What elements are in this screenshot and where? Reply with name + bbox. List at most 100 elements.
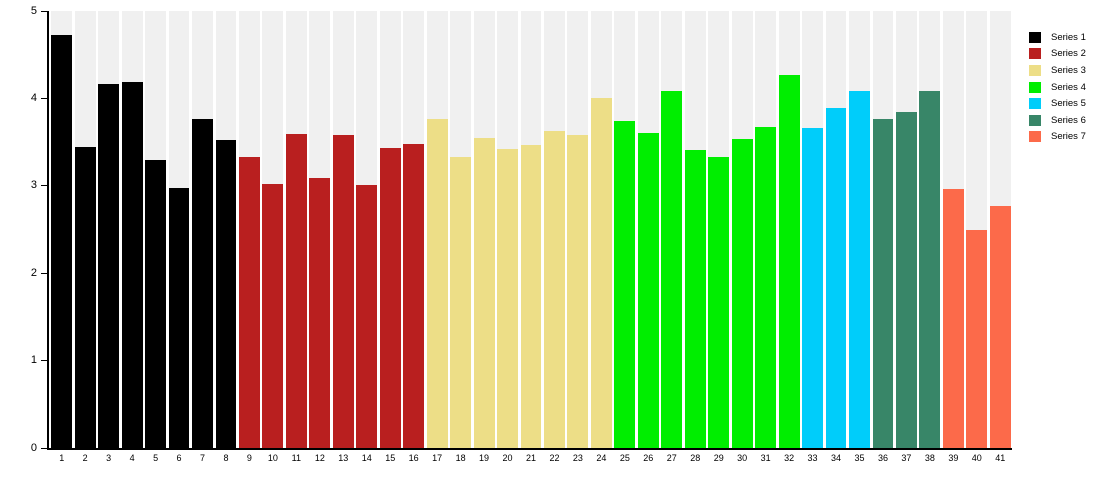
legend-swatch — [1029, 64, 1041, 76]
x-axis-tick-label: 2 — [82, 453, 88, 463]
x-axis-tick-label: 38 — [924, 453, 935, 463]
x-axis-tick-label: 25 — [619, 453, 630, 463]
bar — [473, 137, 495, 448]
bar — [285, 134, 307, 448]
bar — [755, 127, 777, 448]
x-axis-tick-label: 36 — [877, 453, 888, 463]
y-axis-tick-label: 1 — [30, 354, 37, 367]
bar — [215, 140, 237, 448]
bar — [403, 143, 425, 448]
bar — [121, 81, 143, 448]
x-axis-tick-label: 41 — [995, 453, 1006, 463]
bar — [708, 156, 730, 448]
y-axis-tick — [41, 360, 48, 362]
legend-swatch — [1029, 31, 1041, 43]
x-axis-tick-label: 20 — [502, 453, 513, 463]
bar — [450, 156, 472, 448]
bar — [239, 156, 260, 448]
legend-label: Series 4 — [1051, 81, 1086, 93]
bar — [544, 130, 565, 448]
legend-item: Series 1 — [1029, 29, 1086, 46]
bar — [989, 205, 1011, 448]
x-axis-tick-label: 5 — [153, 453, 159, 463]
x-axis-tick-label: 13 — [338, 453, 349, 463]
x-axis-tick-label: 16 — [408, 453, 419, 463]
x-axis-tick-label: 40 — [971, 453, 982, 463]
legend-label: Series 7 — [1051, 131, 1086, 143]
x-axis-tick-label: 37 — [901, 453, 912, 463]
bar — [192, 119, 213, 448]
legend-item: Series 3 — [1029, 62, 1086, 79]
legend-swatch — [1029, 48, 1041, 60]
x-axis-tick-label: 9 — [246, 453, 252, 463]
x-axis-tick-label: 4 — [129, 453, 135, 463]
legend: Series 1 Series 2 Series 3 Series 4 Series 5… — [1029, 29, 1086, 145]
bar — [731, 138, 753, 448]
bar — [168, 187, 190, 448]
x-axis-tick-label: 33 — [807, 453, 818, 463]
bar — [661, 90, 683, 448]
bar — [567, 135, 589, 448]
bar — [942, 189, 964, 448]
legend-swatch — [1029, 98, 1041, 110]
x-axis-tick-label: 31 — [760, 453, 771, 463]
legend-label: Series 2 — [1051, 48, 1086, 60]
x-axis-tick-label: 11 — [291, 453, 302, 463]
x-axis-tick-label: 19 — [479, 453, 490, 463]
y-axis-tick — [41, 185, 48, 187]
y-axis-tick-label: 0 — [30, 441, 37, 454]
bar — [356, 184, 378, 448]
bar — [145, 160, 166, 448]
x-axis-tick-label: 27 — [666, 453, 677, 463]
x-axis-line — [47, 448, 1012, 450]
legend-label: Series 6 — [1051, 114, 1086, 126]
x-axis-tick-label: 30 — [737, 453, 748, 463]
bar — [309, 177, 331, 448]
x-axis-tick-label: 7 — [199, 453, 205, 463]
bar — [520, 144, 542, 448]
x-axis-tick-label: 15 — [385, 453, 396, 463]
bar — [614, 121, 636, 448]
bar — [590, 98, 612, 448]
x-axis-tick-label: 39 — [948, 453, 959, 463]
bar — [332, 135, 354, 448]
x-axis-tick-label: 1 — [59, 453, 65, 463]
legend-item: Series 7 — [1029, 129, 1086, 146]
y-axis-tick — [41, 10, 48, 12]
legend-item: Series 5 — [1029, 95, 1086, 112]
y-axis-tick-label: 2 — [30, 266, 37, 279]
bar — [98, 83, 120, 448]
y-axis-line — [47, 11, 49, 449]
y-axis-tick-label: 5 — [30, 4, 37, 17]
legend-item: Series 2 — [1029, 46, 1086, 63]
bar — [426, 118, 448, 448]
x-axis-tick-label: 23 — [572, 453, 583, 463]
legend-item: Series 6 — [1029, 112, 1086, 129]
legend-label: Series 3 — [1051, 64, 1086, 76]
y-axis-tick-label: 4 — [30, 91, 37, 104]
legend-swatch — [1029, 131, 1041, 143]
x-axis-tick-label: 35 — [854, 453, 865, 463]
bar — [825, 108, 847, 448]
bar — [919, 91, 941, 448]
legend-swatch — [1029, 81, 1041, 93]
bar — [379, 148, 401, 448]
x-axis-tick-label: 14 — [361, 453, 372, 463]
legend-item: Series 4 — [1029, 79, 1086, 96]
legend-label: Series 5 — [1051, 98, 1086, 110]
bar — [51, 35, 73, 448]
x-axis-tick-label: 24 — [596, 453, 607, 463]
bar — [802, 128, 823, 448]
bar — [74, 147, 96, 448]
legend-swatch — [1029, 114, 1041, 126]
bar — [895, 111, 917, 448]
y-axis-tick-label: 3 — [30, 179, 37, 192]
x-axis-tick-label: 34 — [831, 453, 842, 463]
legend-label: Series 1 — [1051, 31, 1086, 43]
bar — [262, 184, 284, 448]
x-axis-tick-label: 29 — [713, 453, 724, 463]
x-axis-tick-label: 17 — [432, 453, 443, 463]
y-axis-tick — [41, 447, 48, 449]
x-axis-tick-label: 28 — [690, 453, 701, 463]
